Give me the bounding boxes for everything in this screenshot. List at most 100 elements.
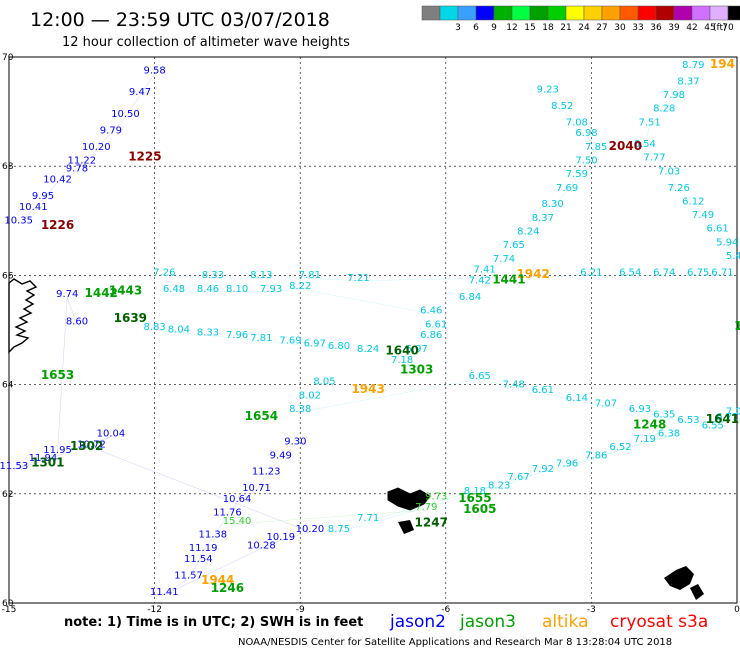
wave-height-label: 7.42 <box>469 276 491 287</box>
map-border <box>8 56 738 604</box>
wave-height-label: 6.74 <box>653 267 675 278</box>
wave-height-label: 7.05 <box>726 407 740 418</box>
wave-height-label: 8.05 <box>313 377 335 388</box>
track-line <box>154 329 369 352</box>
pass-time-marker: 1654 <box>245 409 278 423</box>
credit-line: NOAA/NESDIS Center for Satellite Applica… <box>238 637 672 648</box>
wave-height-label: 7.77 <box>643 153 665 164</box>
wave-height-label: 10.71 <box>242 483 271 494</box>
wave-height-label: 7.07 <box>595 398 617 409</box>
wave-height-scale: 3 6 9 12 15 18 21 24 27 30 33 36 39 42 45 70 <box>421 5 740 33</box>
wave-height-label: 7.79 <box>415 502 437 513</box>
wave-height-label: 6.61 <box>425 319 447 330</box>
wave-height-label: 7.69 <box>279 336 301 347</box>
wave-height-label: 6.61 <box>532 385 554 396</box>
wave-height-label: 6.52 <box>609 442 631 453</box>
wave-height-label: 11.95 <box>43 445 72 456</box>
pass-time-marker: 1641 <box>706 412 739 426</box>
lat-tick-label: 66 <box>2 271 14 281</box>
wave-height-label: 7.67 <box>507 472 529 483</box>
lon-tick-label: -6 <box>441 605 450 615</box>
wave-height-label: 10.28 <box>247 540 276 551</box>
wave-height-label: 8.28 <box>653 104 675 115</box>
pass-time-marker: 1944 <box>201 573 234 587</box>
scale-swatch <box>529 5 549 21</box>
wave-height-label: 11.53 <box>0 461 28 472</box>
wave-height-label: 8.10 <box>226 284 248 295</box>
wave-height-label: 7.71 <box>357 513 379 524</box>
pass-time-marker: 194 <box>710 57 735 71</box>
wave-height-label: 8.79 <box>682 60 704 71</box>
wave-height-label: 7.08 <box>566 117 588 128</box>
wave-height-label: 8.38 <box>289 404 311 415</box>
pass-time-marker: 1225 <box>128 150 161 164</box>
wave-height-label: 9.73 <box>425 491 447 502</box>
wave-height-label: 7.49 <box>692 210 714 221</box>
wave-height-label: 7.51 <box>639 117 661 128</box>
wave-height-label: 9.49 <box>270 450 292 461</box>
track-line <box>13 297 311 595</box>
scale-label: 3 <box>455 23 461 33</box>
wave-height-label: 6.14 <box>566 393 588 404</box>
track-line <box>644 67 738 260</box>
wave-height-label: 6.38 <box>658 428 680 439</box>
satellite-legend: jason2 jason3 altika cryosat s3a <box>389 612 708 632</box>
wave-height-label: 6.54 <box>619 267 641 278</box>
wave-height-label: 10.35 <box>4 216 33 227</box>
scale-label: 21 <box>560 23 571 33</box>
wave-height-label: 11.94 <box>29 453 58 464</box>
scale-label: 12 <box>506 23 517 33</box>
pass-time-marker: 1302 <box>70 439 103 453</box>
scale-label: 42 <box>686 23 697 33</box>
wave-height-label: 10.20 <box>296 524 325 535</box>
wave-height-label: 6.21 <box>580 267 602 278</box>
wave-height-label: 6.12 <box>682 196 704 207</box>
wave-height-label: 11.19 <box>189 543 218 554</box>
wave-height-label: 6.84 <box>459 292 481 303</box>
pass-time-marker: 1653 <box>41 368 74 382</box>
axis-ticks: -15 -12 -9 -6 -3 0 70 68 66 64 62 60 <box>2 53 740 615</box>
wave-height-label: 7.50 <box>575 155 597 166</box>
scale-swatch <box>421 5 441 21</box>
lon-tick-label: -12 <box>147 605 162 615</box>
wave-height-label: 6.93 <box>629 404 651 415</box>
wave-height-label: 10.20 <box>82 142 111 153</box>
scale-unit: (ft) <box>713 23 727 33</box>
lat-tick-label: 70 <box>2 53 14 63</box>
wave-height-label: 8.18 <box>464 486 486 497</box>
wave-height-label: 6.86 <box>420 330 442 341</box>
pass-time-marker: 1303 <box>400 363 433 377</box>
wave-height-label: 7.26 <box>668 183 690 194</box>
wave-height-label: 7.26 <box>153 267 175 278</box>
pass-time-marker: 1441 <box>492 273 525 287</box>
wave-height-label: 11.41 <box>150 587 179 598</box>
wave-height-label: 8.75 <box>328 524 350 535</box>
shetland-islands-2 <box>690 584 704 600</box>
wave-height-label: 7.21 <box>347 273 369 284</box>
pass-time-marker: 1605 <box>463 502 496 516</box>
wave-height-label: 11.57 <box>174 570 203 581</box>
map-title: 12:00 — 23:59 UTC 03/07/2018 <box>30 9 330 31</box>
track-line <box>164 275 723 282</box>
wave-height-label: 6.75 <box>687 267 709 278</box>
wave-height-label: 7.48 <box>503 379 525 390</box>
track-line <box>469 92 597 301</box>
wave-height-label: 5.94 <box>716 237 738 248</box>
wave-height-label: 8.52 <box>551 101 573 112</box>
track-line <box>338 436 670 533</box>
wave-height-label: 8.46 <box>197 284 219 295</box>
wave-height-label: 8.83 <box>143 322 165 333</box>
pass-time-marker: 1639 <box>114 311 147 325</box>
scale-swatch <box>673 5 693 21</box>
wave-height-label: 10.19 <box>266 532 295 543</box>
wave-height-label: 8.37 <box>532 213 554 224</box>
wave-height-label: 15.40 <box>223 516 252 527</box>
lon-tick-label: -15 <box>2 605 17 615</box>
wave-height-label: 10.64 <box>223 494 252 505</box>
wave-height-label: 11.38 <box>199 529 228 540</box>
wave-height-label: 6.71 <box>711 267 733 278</box>
pass-time-marker: 1226 <box>41 218 74 232</box>
wave-height-label: 8.13 <box>250 270 272 281</box>
